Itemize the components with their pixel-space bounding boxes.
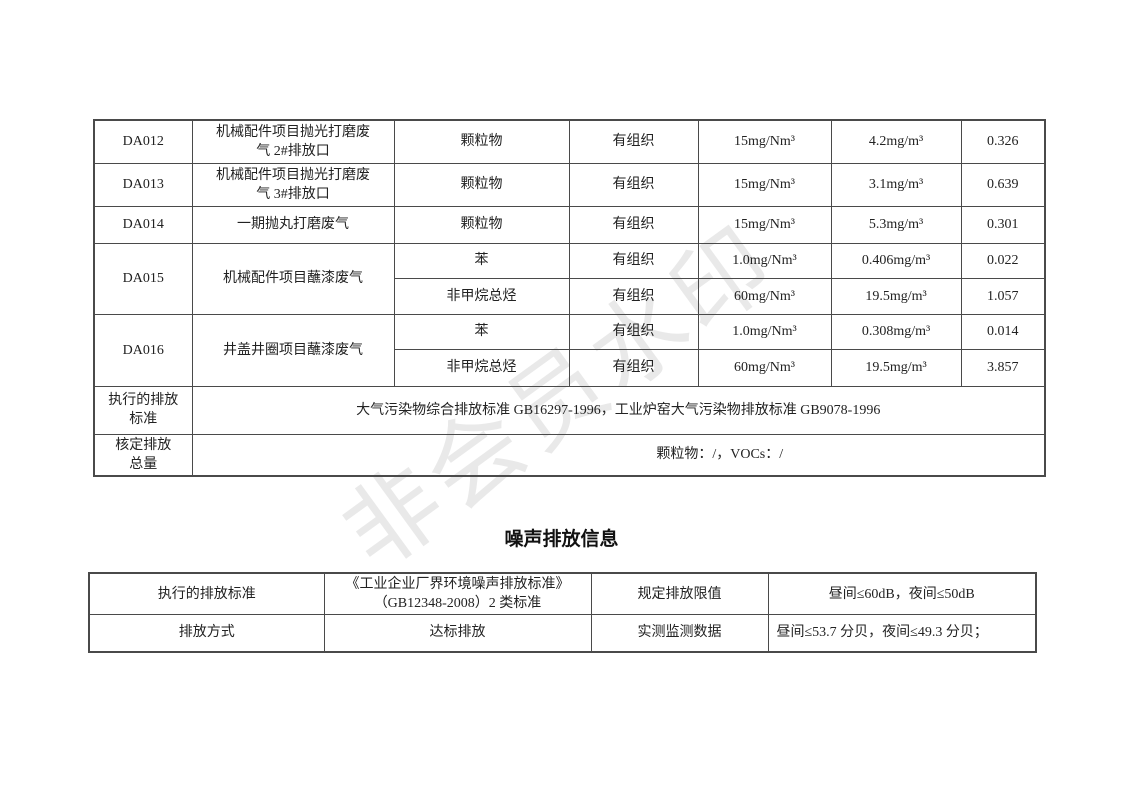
measured-value: 0.406mg/m³ xyxy=(830,242,962,279)
standard-label: 执行的排放标准 xyxy=(93,385,193,435)
outlet-name: 一期抛丸打磨废气 xyxy=(191,205,395,244)
pollutant: 苯 xyxy=(393,242,570,279)
approved-total-value: 颗粒物：/，VOCs：/ xyxy=(191,433,1046,477)
outlet-id: DA012 xyxy=(93,119,193,164)
pollutant: 苯 xyxy=(393,313,570,350)
outlet-name: 机械配件项目抛光打磨废气 2#排放口 xyxy=(191,119,395,164)
outlet-name: 机械配件项目蘸漆废气 xyxy=(191,242,395,315)
emission-amount: 0.326 xyxy=(960,119,1046,164)
emission-limit: 15mg/Nm³ xyxy=(697,205,832,244)
table-row: 执行的排放标准 《工业企业厂界环境噪声排放标准》（GB12348-2008）2 … xyxy=(88,572,1037,615)
table-row: 核定排放总量 颗粒物：/，VOCs：/ xyxy=(93,433,1046,477)
emission-mode: 有组织 xyxy=(568,119,699,164)
measured-value: 19.5mg/m³ xyxy=(830,277,962,315)
pollutant: 颗粒物 xyxy=(393,162,570,207)
outlet-name: 井盖井圈项目蘸漆废气 xyxy=(191,313,395,387)
discharge-mode-value: 达标排放 xyxy=(323,614,592,652)
emission-mode: 有组织 xyxy=(568,242,699,279)
measured-value: 0.308mg/m³ xyxy=(830,313,962,350)
emission-limit: 15mg/Nm³ xyxy=(697,119,832,164)
emission-mode: 有组织 xyxy=(568,205,699,244)
outlet-name-text: 机械配件项目抛光打磨废气 2#排放口 xyxy=(216,124,370,159)
approved-total-label: 核定排放总量 xyxy=(93,433,193,477)
emission-amount: 0.014 xyxy=(960,313,1046,350)
emission-mode: 有组织 xyxy=(568,162,699,207)
measured-value: 3.1mg/m³ xyxy=(830,162,962,207)
pollutant: 颗粒物 xyxy=(393,119,570,164)
table-row: 执行的排放标准 大气污染物综合排放标准 GB16297-1996，工业炉窑大气污… xyxy=(93,385,1046,435)
emission-limit: 60mg/Nm³ xyxy=(697,348,832,387)
emission-mode: 有组织 xyxy=(568,313,699,350)
noise-emissions-table: 执行的排放标准 《工业企业厂界环境噪声排放标准》（GB12348-2008）2 … xyxy=(88,572,1037,653)
table-row: DA016 井盖井圈项目蘸漆废气 苯 有组织 1.0mg/Nm³ 0.308mg… xyxy=(93,313,1046,387)
noise-standard-value: 《工业企业厂界环境噪声排放标准》（GB12348-2008）2 类标准 xyxy=(323,572,592,615)
emission-amount: 0.301 xyxy=(960,205,1046,244)
noise-standard-label: 执行的排放标准 xyxy=(88,572,325,615)
outlet-id: DA015 xyxy=(93,242,193,315)
table-row: DA014 一期抛丸打磨废气 颗粒物 有组织 15mg/Nm³ 5.3mg/m³… xyxy=(93,205,1046,244)
outlet-name: 机械配件项目抛光打磨废气 3#排放口 xyxy=(191,162,395,207)
monitoring-data-label: 实测监测数据 xyxy=(590,614,769,652)
outlet-name-text: 机械配件项目抛光打磨废气 3#排放口 xyxy=(216,167,370,202)
noise-section-title: 噪声排放信息 xyxy=(504,529,619,550)
measured-value: 4.2mg/m³ xyxy=(830,119,962,164)
standard-value: 大气污染物综合排放标准 GB16297-1996，工业炉窑大气污染物排放标准 G… xyxy=(191,385,1046,435)
monitoring-data-value: 昼间≤53.7 分贝，夜间≤49.3 分贝； xyxy=(767,614,1037,652)
measured-value: 5.3mg/m³ xyxy=(830,205,962,244)
table-row: 排放方式 达标排放 实测监测数据 昼间≤53.7 分贝，夜间≤49.3 分贝； xyxy=(88,614,1037,652)
discharge-mode-label: 排放方式 xyxy=(88,614,325,652)
emission-limit: 1.0mg/Nm³ xyxy=(697,242,832,279)
table-row: DA012 机械配件项目抛光打磨废气 2#排放口 颗粒物 有组织 15mg/Nm… xyxy=(93,119,1046,164)
emission-mode: 有组织 xyxy=(568,277,699,315)
outlet-id: DA013 xyxy=(93,162,193,207)
noise-limit-value: 昼间≤60dB，夜间≤50dB xyxy=(767,572,1037,615)
emission-limit: 60mg/Nm³ xyxy=(697,277,832,315)
noise-limit-label: 规定排放限值 xyxy=(590,572,769,615)
table-row: 非甲烷总烃 有组织 60mg/Nm³ 19.5mg/m³ 3.857 xyxy=(94,348,1046,387)
outlet-id: DA014 xyxy=(93,205,193,244)
air-emissions-table: DA012 机械配件项目抛光打磨废气 2#排放口 颗粒物 有组织 15mg/Nm… xyxy=(93,119,1046,477)
table-row: DA015 机械配件项目蘸漆废气 苯 有组织 1.0mg/Nm³ 0.406mg… xyxy=(93,242,1046,315)
emission-amount: 0.022 xyxy=(960,242,1046,279)
emission-mode: 有组织 xyxy=(568,348,699,387)
pollutant: 非甲烷总烃 xyxy=(393,348,570,387)
table-row: DA013 机械配件项目抛光打磨废气 3#排放口 颗粒物 有组织 15mg/Nm… xyxy=(93,162,1046,207)
approved-total-label-text: 核定排放总量 xyxy=(115,437,172,472)
table-row: 非甲烷总烃 有组织 60mg/Nm³ 19.5mg/m³ 1.057 xyxy=(94,277,1046,315)
emission-amount: 1.057 xyxy=(960,277,1046,315)
standard-label-text: 执行的排放标准 xyxy=(108,393,179,427)
pollutant: 非甲烷总烃 xyxy=(393,277,570,315)
emission-amount: 3.857 xyxy=(960,348,1046,387)
pollutant: 颗粒物 xyxy=(393,205,570,244)
emission-limit: 15mg/Nm³ xyxy=(697,162,832,207)
measured-value: 19.5mg/m³ xyxy=(830,348,962,387)
outlet-id: DA016 xyxy=(93,313,193,387)
noise-standard-value-text: 《工业企业厂界环境噪声排放标准》（GB12348-2008）2 类标准 xyxy=(345,577,570,611)
emission-limit: 1.0mg/Nm³ xyxy=(697,313,832,350)
emission-amount: 0.639 xyxy=(960,162,1046,207)
